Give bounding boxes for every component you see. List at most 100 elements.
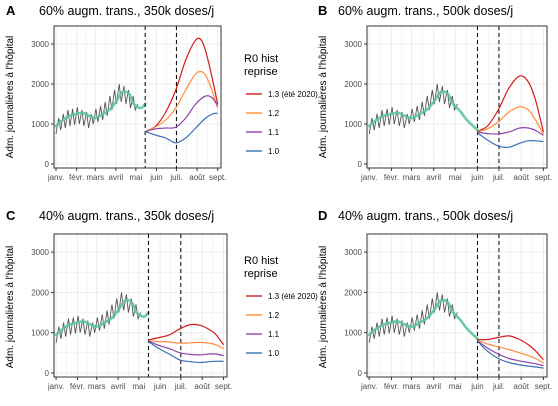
legend-label: 1.0 [268,147,280,156]
legend-label: 1.2 [268,311,280,320]
legend-label: 1.1 [268,330,280,339]
series-line [148,340,224,357]
x-tick-label: févr. [384,173,399,182]
plot-border [53,25,222,169]
series-line [477,126,544,136]
observed-line [55,292,142,343]
panel-title: 60% augm. trans., 500k doses/j [338,4,513,18]
observed-line [368,83,458,135]
y-tick-label: 1000 [31,120,49,129]
model-fit-line [54,90,147,128]
y-tick-label: 2000 [344,288,362,297]
series-line [477,75,544,133]
x-tick-label: févr. [70,382,85,391]
panel-letter: B [318,3,327,18]
y-tick-label: 1000 [344,120,362,129]
x-tick-label: juil. [174,382,187,391]
legend-title: R0 hist [244,255,278,267]
legend-title: reprise [244,66,278,78]
x-tick-label: mars [88,382,106,391]
y-tick-label: 0 [358,369,363,378]
y-tick-label: 3000 [344,40,362,49]
y-axis-title: Adm. journalières à l'hôpital [318,36,329,159]
y-tick-label: 0 [358,160,363,169]
plot-border [53,233,228,378]
series-line [145,95,219,133]
y-tick-label: 1000 [344,329,362,338]
panel-d: D 40% augm. trans., 500k doses/j Adm. jo… [318,208,552,391]
panel-title: 60% augm. trans., 350k doses/j [39,4,214,18]
panel-c: C 40% augm. trans., 350k doses/j Adm. jo… [5,208,232,391]
panel-title: 40% augm. trans., 500k doses/j [338,209,513,223]
observed-line [368,292,458,343]
x-tick-label: juin [470,173,483,182]
x-tick-label: avril [426,382,441,391]
series-line [477,106,544,135]
y-axis-title: Adm. journalières à l'hôpital [5,36,16,159]
series-line [148,340,224,350]
series-line [148,323,225,346]
plot-border [366,233,548,378]
x-tick-label: avril [426,173,441,182]
x-tick-label: mars [86,173,104,182]
plot-background [367,26,547,168]
x-tick-label: janv. [360,382,377,391]
series-line [477,340,544,367]
x-tick-label: avril [111,382,126,391]
y-tick-label: 2000 [31,288,49,297]
y-tick-label: 1000 [31,329,49,338]
x-tick-label: août [189,173,205,182]
x-tick-label: mai [129,173,142,182]
panel-letter: A [6,3,16,18]
y-tick-label: 3000 [31,248,49,257]
y-tick-label: 0 [45,160,50,169]
x-tick-label: janv. [360,173,377,182]
y-tick-label: 2000 [31,80,49,89]
panel-letter: D [318,208,327,223]
plot-background [54,26,221,168]
plot-border [366,25,548,169]
observed-line [55,83,139,135]
y-axis-title: Adm. journalières à l'hôpital [318,246,329,369]
x-tick-label: sept. [535,382,552,391]
legend-label: 1.1 [268,128,280,137]
y-tick-label: 2000 [344,80,362,89]
x-tick-label: juin [153,382,166,391]
series-line [145,112,218,144]
x-tick-label: juil. [169,173,182,182]
series-line [144,37,219,133]
x-tick-label: mai [449,382,462,391]
panel-a: A 60% augm. trans., 350k doses/j Adm. jo… [5,3,226,182]
x-tick-label: sept. [535,173,552,182]
panel-letter: C [6,208,16,223]
legend-label: 1.3 (été 2020) [268,292,318,301]
x-tick-label: août [194,382,210,391]
x-tick-label: août [513,173,529,182]
x-tick-label: avril [109,173,124,182]
y-axis-title: Adm. journalières à l'hôpital [5,246,16,369]
x-tick-label: mars [403,382,421,391]
legend-label: 1.0 [268,349,280,358]
x-tick-label: janv. [47,382,64,391]
plot-background [54,234,227,377]
plot-background [367,234,547,377]
x-tick-label: janv. [47,173,64,182]
x-tick-label: juil. [492,173,505,182]
x-tick-label: mai [132,382,145,391]
x-tick-label: févr. [69,173,84,182]
legend-title: reprise [244,268,278,280]
model-fit-line [367,90,479,132]
x-tick-label: août [513,382,529,391]
series-line [477,132,544,148]
model-fit-line [54,298,150,336]
legend-label: 1.3 (été 2020) [268,90,318,99]
y-tick-label: 3000 [344,248,362,257]
series-line [477,339,544,364]
x-tick-label: mars [403,173,421,182]
